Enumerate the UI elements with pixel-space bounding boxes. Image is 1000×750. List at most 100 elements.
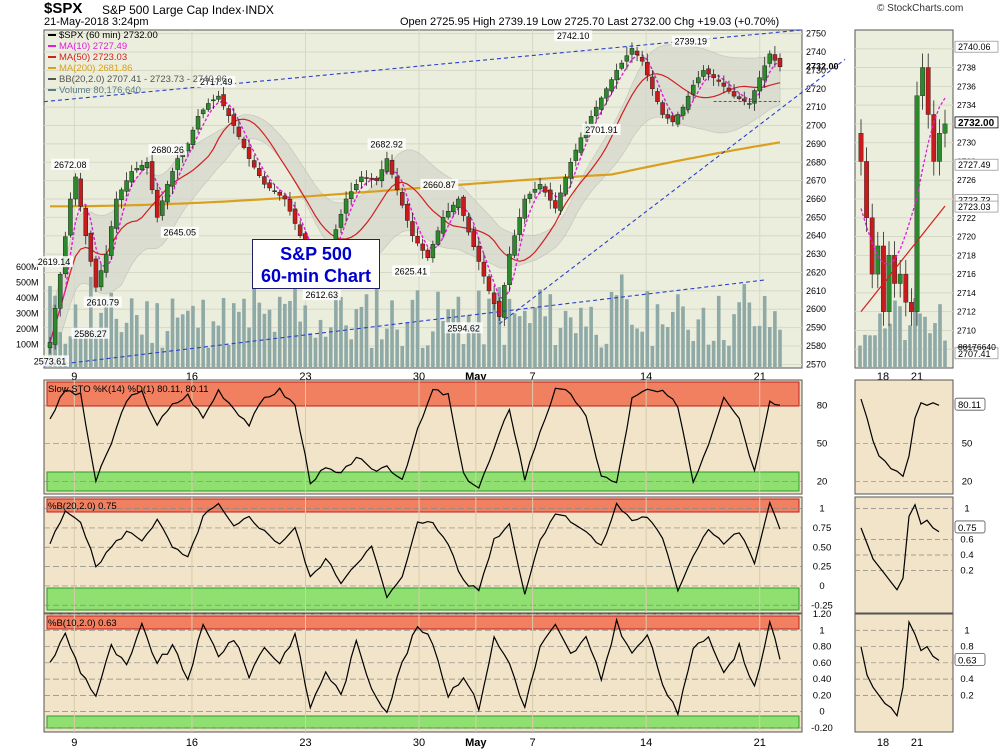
percent-b20-side-tick-label: 0.2 (960, 565, 973, 576)
side-volume-bar (868, 335, 872, 368)
volume-bar (323, 336, 328, 368)
volume-bar (114, 318, 119, 368)
candle-body (73, 176, 78, 200)
price-annotation: 2701.91 (585, 125, 618, 135)
side-candle-body (931, 114, 937, 162)
price-annotation-bg (35, 256, 74, 268)
candle-body (655, 91, 660, 102)
candle-body (502, 285, 507, 318)
candle-body (103, 253, 109, 273)
candle-body (711, 74, 716, 79)
volume-bar (216, 325, 221, 368)
candle-body (374, 177, 379, 181)
side-value-label: 2727.49 (958, 160, 991, 170)
volume-bar (431, 331, 435, 368)
volume-bar (482, 344, 486, 368)
candle-body (706, 68, 711, 75)
price-annotation: 2610.79 (86, 298, 119, 308)
side-bottom-x-tick-label: 18 (877, 737, 889, 749)
percent-b10-side-tick-label: 0.2 (960, 690, 973, 701)
candle-body (399, 192, 405, 206)
stochastic-side-last-label: 80.11 (958, 400, 981, 411)
price-annotation: 2625.41 (395, 266, 428, 276)
volume-bar (543, 316, 547, 368)
side-volume-bar (943, 340, 947, 368)
candle-body (456, 198, 461, 208)
volume-bar (344, 325, 348, 368)
volume-bar (579, 307, 583, 368)
stochastic-side-last-box (954, 397, 986, 411)
candle-body (742, 98, 747, 102)
side-value-box (954, 200, 999, 213)
percent-b10-side-line (860, 619, 940, 718)
volume-bar (589, 306, 593, 368)
stochastic-side-tick-label: 20 (962, 476, 973, 487)
side-tick-label: 2720 (957, 232, 976, 242)
side-tick-label: 2722 (957, 213, 976, 223)
stochastic-side-tick-label: 50 (962, 438, 973, 449)
percent-b20-side-tick-label: 0.6 (960, 535, 973, 546)
volume-bar (732, 314, 736, 368)
candle-body (83, 207, 88, 236)
candle-body (471, 230, 476, 248)
stochastic-side-line (860, 398, 940, 478)
candle-body (124, 180, 129, 192)
volume-bar (778, 329, 782, 368)
symbol-title: $SPX (44, 0, 83, 17)
percent-b10-side-last-label: 0.63 (958, 655, 977, 666)
volume-bar (99, 312, 103, 368)
volume-bar (696, 319, 701, 368)
volume-bar (487, 298, 491, 368)
side-candle-body (897, 273, 903, 284)
percent-b20-overbought-zone (46, 498, 800, 513)
candle-body (246, 147, 252, 159)
volume-bar (436, 291, 440, 368)
candle-body (481, 261, 487, 277)
side-volume-bar (938, 304, 942, 368)
volume-bar (594, 334, 599, 368)
legend-ma10: MA(10) 2727.49 (59, 41, 127, 52)
price-tick-label: 2640 (806, 231, 826, 241)
price-annotation-bg (420, 178, 459, 190)
volume-bar (175, 317, 180, 368)
volume-bar (89, 276, 93, 368)
volume-bar (425, 345, 430, 368)
candle-body (772, 54, 778, 61)
price-annotation-bg (31, 355, 69, 367)
volume-bar (334, 294, 338, 368)
candle-body (537, 184, 543, 190)
volume-bar (538, 289, 542, 368)
side-value-label: 2707.41 (958, 349, 991, 359)
volume-bar (339, 296, 343, 368)
side-tick-label: 2726 (957, 175, 976, 185)
side-ma10-line (860, 97, 946, 266)
volume-bar (574, 333, 578, 368)
candle-body (165, 184, 170, 203)
bottom-x-tick-label: 30 (413, 737, 425, 749)
volume-bar (451, 309, 456, 368)
percent-b20-legend: %B(20,2.0) 0.75 (48, 501, 117, 512)
volume-bar (528, 323, 532, 368)
side-candle-body (909, 302, 914, 312)
percent-b10-side-last-box (954, 652, 986, 666)
volume-bar (374, 281, 379, 368)
candle-body (170, 171, 175, 187)
volume-bar (395, 329, 399, 368)
candle-body (767, 53, 773, 64)
volume-bar (767, 327, 772, 368)
candle-body (251, 160, 257, 168)
percent-b10-side-tick-label: 0.4 (960, 674, 973, 685)
volume-bar (619, 274, 624, 368)
volume-bar (762, 296, 767, 368)
candle-body (762, 65, 767, 81)
volume-bar (390, 300, 394, 368)
volume-bar (645, 291, 650, 368)
credit-text: © StockCharts.com (877, 3, 964, 14)
volume-bar (727, 345, 731, 368)
volume-bar (548, 294, 553, 368)
volume-bar (247, 327, 251, 368)
candle-body (517, 217, 522, 235)
x-tick-label: 9 (71, 371, 77, 383)
volume-bar (94, 329, 98, 368)
candle-body (650, 76, 655, 90)
